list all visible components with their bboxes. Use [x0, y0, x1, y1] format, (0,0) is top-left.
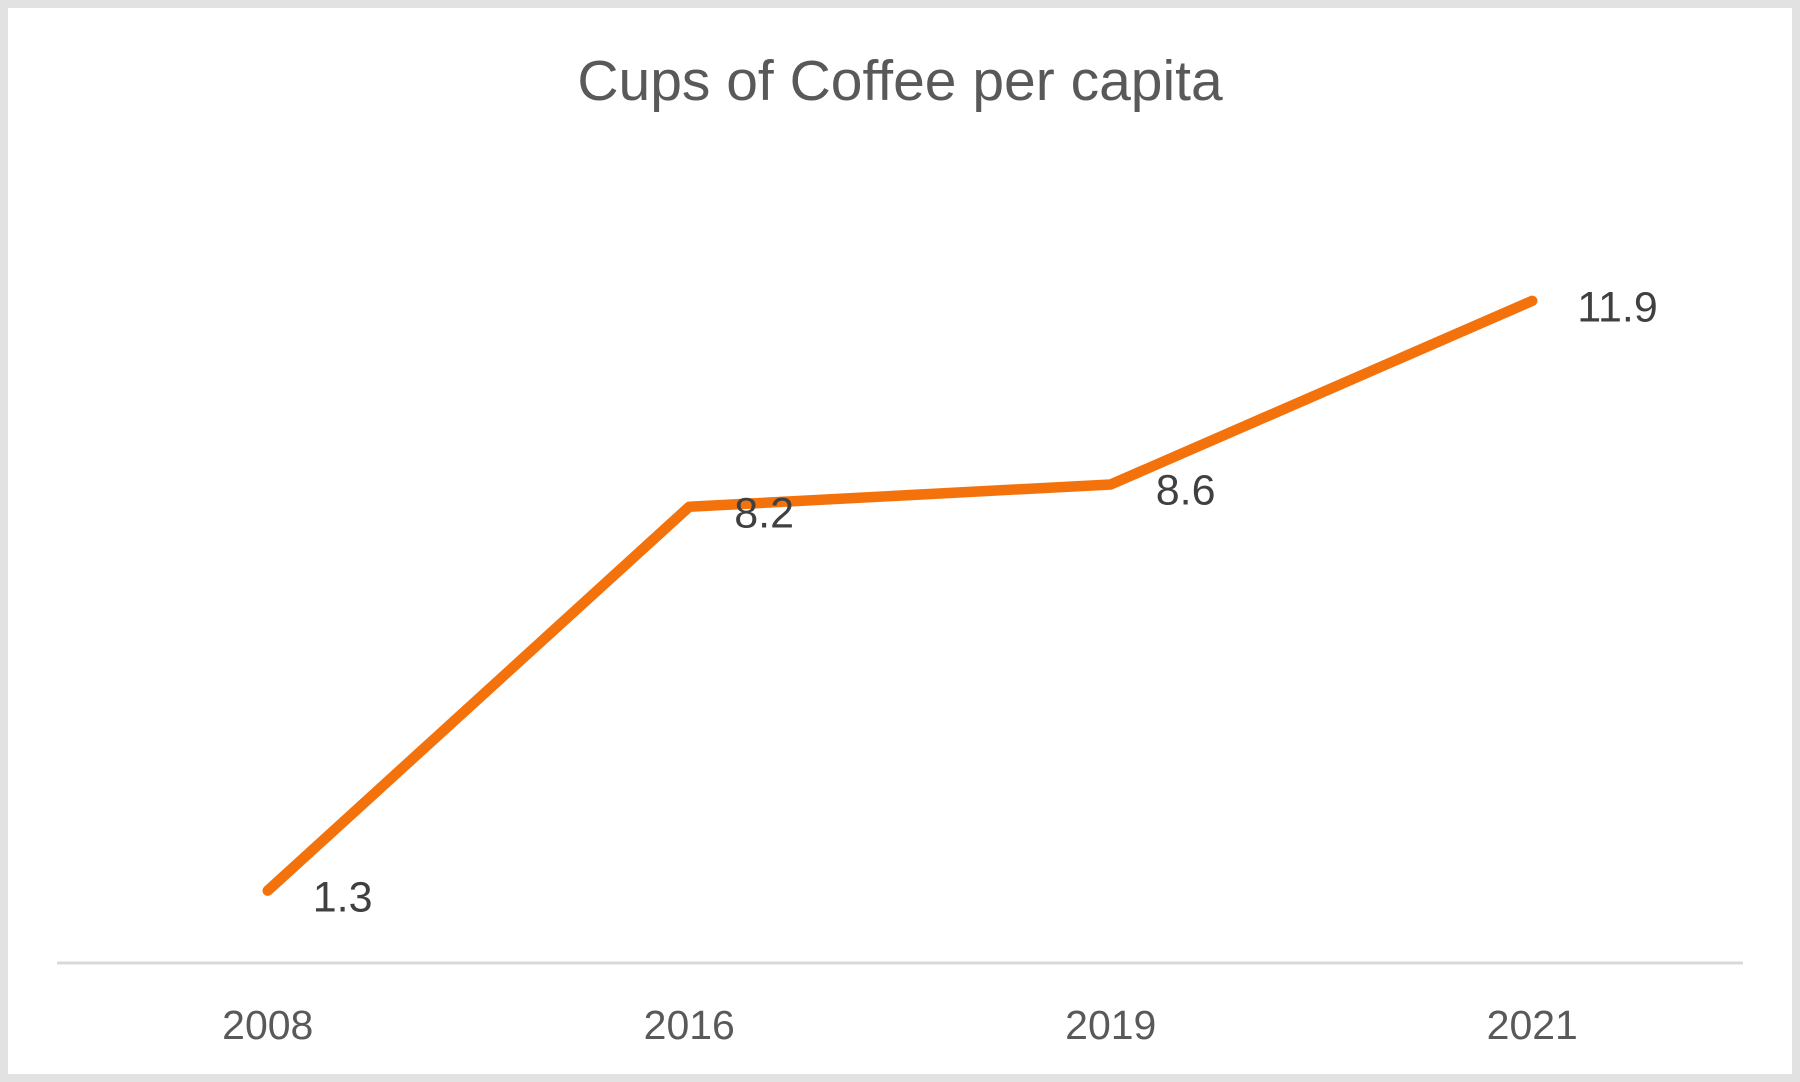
x-tick-2019: 2019 — [1065, 1002, 1157, 1048]
x-tick-2016: 2016 — [643, 1002, 735, 1048]
x-tick-2008: 2008 — [222, 1002, 314, 1048]
data-label-2016: 8.2 — [734, 489, 795, 538]
line-chart-plot — [57, 295, 1743, 965]
data-label-2019: 8.6 — [1155, 466, 1216, 515]
series-line — [262, 295, 1538, 896]
chart-title: Cups of Coffee per capita — [577, 49, 1223, 113]
x-tick-2021: 2021 — [1486, 1002, 1578, 1048]
data-label-2021: 11.9 — [1577, 283, 1658, 332]
data-label-2008: 1.3 — [312, 873, 373, 922]
